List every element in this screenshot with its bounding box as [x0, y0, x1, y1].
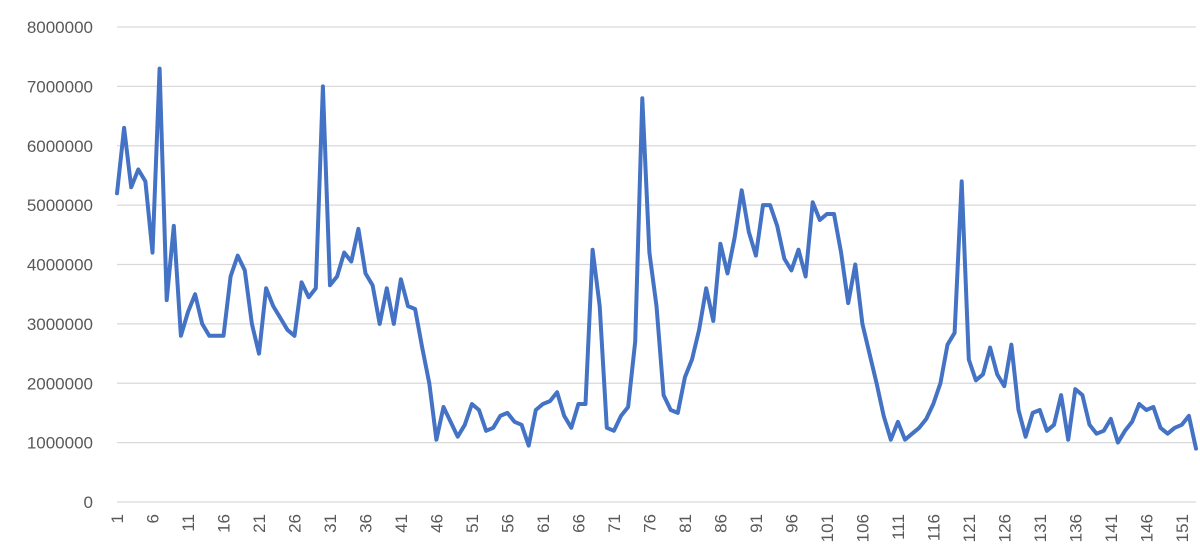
x-tick-label: 111 — [889, 514, 908, 540]
x-tick-label: 6 — [143, 514, 162, 523]
series-layer — [115, 66, 1198, 451]
x-tick-label: 36 — [356, 514, 375, 533]
x-tick-label: 141 — [1102, 514, 1121, 542]
gridlines — [117, 26, 1196, 503]
y-tick-label: 1000000 — [27, 434, 93, 453]
y-tick-label: 0 — [84, 493, 93, 512]
x-tick-label: 151 — [1173, 514, 1192, 542]
x-axis-tick-labels: 1 6 11 16 21 26 31 36 41 46 51 56 61 66 71 76 81 86 91 96 10… — [108, 514, 1192, 542]
x-tick-label: 101 — [818, 514, 837, 542]
x-tick-label: 61 — [534, 514, 553, 533]
x-tick-label: 21 — [250, 514, 269, 533]
x-tick-label: 121 — [960, 514, 979, 542]
x-tick-label: 11 — [179, 514, 198, 532]
x-tick-label: 126 — [995, 514, 1014, 542]
x-tick-label: 26 — [285, 514, 304, 533]
y-tick-label: 7000000 — [27, 77, 93, 96]
x-tick-label: 71 — [605, 514, 624, 533]
x-tick-label: 96 — [782, 514, 801, 533]
x-tick-label: 66 — [569, 514, 588, 533]
x-tick-label: 116 — [924, 514, 943, 541]
y-tick-label: 6000000 — [27, 137, 93, 156]
x-tick-label: 81 — [676, 514, 695, 533]
y-axis-tick-labels: 0 1000000 2000000 3000000 4000000 5000000 6000… — [27, 18, 93, 512]
x-tick-label: 16 — [214, 514, 233, 533]
x-tick-label: 76 — [640, 514, 659, 533]
y-tick-label: 4000000 — [27, 256, 93, 275]
x-tick-label: 91 — [747, 514, 766, 533]
y-tick-label: 8000000 — [27, 18, 93, 37]
x-tick-label: 41 — [392, 514, 411, 533]
x-tick-label: 106 — [853, 514, 872, 542]
x-tick-label: 31 — [321, 514, 340, 533]
x-tick-label: 131 — [1031, 514, 1050, 542]
y-tick-label: 3000000 — [27, 315, 93, 334]
x-tick-label: 86 — [711, 514, 730, 533]
x-tick-label: 1 — [108, 514, 127, 523]
x-tick-label: 56 — [498, 514, 517, 533]
y-tick-label: 5000000 — [27, 196, 93, 215]
x-tick-label: 146 — [1137, 514, 1156, 542]
x-tick-label: 136 — [1066, 514, 1085, 542]
x-tick-label: 46 — [427, 514, 446, 533]
x-tick-label: 51 — [463, 514, 482, 533]
series-line-1 — [115, 66, 1198, 451]
y-tick-label: 2000000 — [27, 374, 93, 393]
